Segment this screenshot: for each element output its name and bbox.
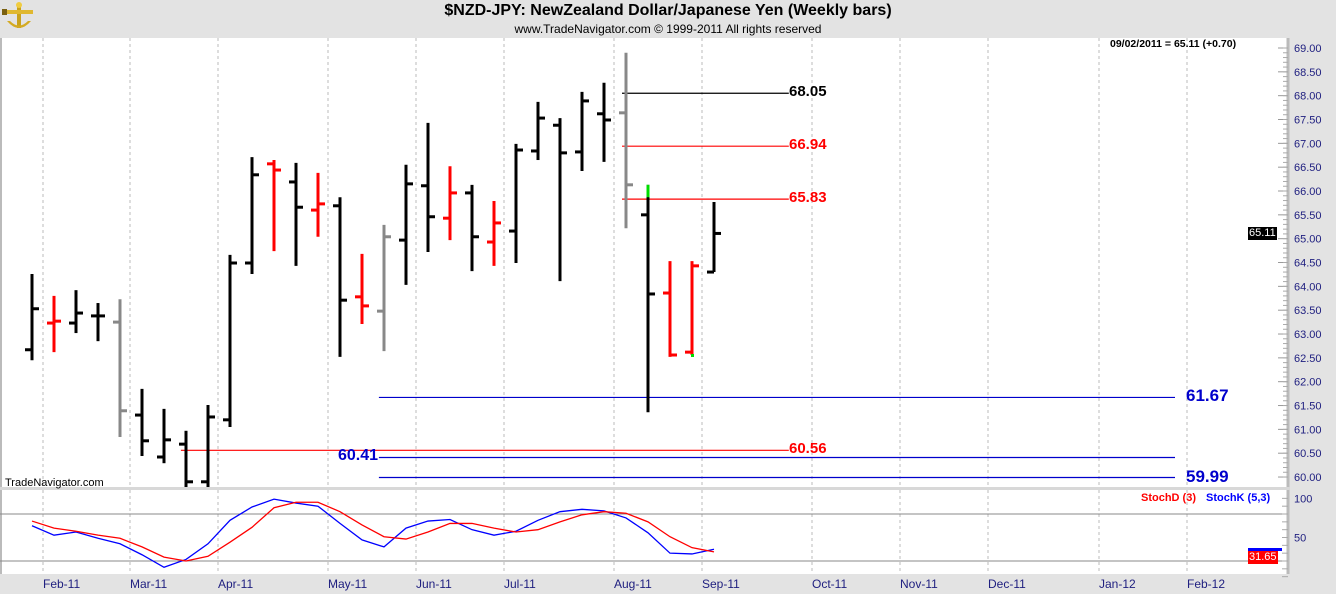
y-axis-label: 66.50 bbox=[1294, 162, 1322, 174]
y-axis-label: 64.50 bbox=[1294, 258, 1322, 270]
y-axis-label: 62.50 bbox=[1294, 353, 1322, 365]
chart-subtitle: www.TradeNavigator.com © 1999-2011 All r… bbox=[514, 22, 822, 36]
y-axis-label: 63.00 bbox=[1294, 329, 1322, 341]
x-axis-label-sep-11: Sep-11 bbox=[702, 577, 740, 591]
y-axis-label: 64.00 bbox=[1294, 281, 1322, 293]
x-axis-label-dec-11: Dec-11 bbox=[988, 577, 1026, 591]
y-axis-label: 60.50 bbox=[1294, 448, 1322, 460]
legend-stochk: StochK (5,3) bbox=[1206, 492, 1271, 504]
y-axis-label: 60.00 bbox=[1294, 472, 1322, 484]
y-axis-label: 65.00 bbox=[1294, 234, 1322, 246]
stoch-panel bbox=[0, 490, 1288, 574]
x-axis-label-jun-11: Jun-11 bbox=[416, 577, 452, 591]
x-axis-label-aug-11: Aug-11 bbox=[614, 577, 652, 591]
y-axis-label: 68.00 bbox=[1294, 91, 1322, 103]
level-label-68.05: 68.05 bbox=[789, 83, 827, 101]
brand-watermark: TradeNavigator.com bbox=[5, 477, 104, 489]
x-axis-label-jul-11: Jul-11 bbox=[504, 577, 536, 591]
level-label-60.56: 60.56 bbox=[789, 440, 827, 458]
x-axis-label-may-11: May-11 bbox=[328, 577, 367, 591]
last-price-badge: 65.11 bbox=[1248, 227, 1277, 240]
level-label-65.83: 65.83 bbox=[789, 189, 827, 207]
panel-separator bbox=[0, 487, 1290, 490]
left-border bbox=[0, 38, 2, 574]
level-label-66.94: 66.94 bbox=[789, 136, 827, 154]
legend-stochd: StochD (3) bbox=[1141, 492, 1196, 504]
x-axis-label-oct-11: Oct-11 bbox=[812, 577, 847, 591]
y-axis-label: 62.00 bbox=[1294, 377, 1322, 389]
y-axis-label: 63.50 bbox=[1294, 305, 1322, 317]
y-axis-label: 66.00 bbox=[1294, 186, 1322, 198]
date-price-readout: 09/02/2011 = 65.11 (+0.70) bbox=[1110, 38, 1237, 50]
y-axis-label: 61.50 bbox=[1294, 401, 1322, 413]
level-label-60.41: 60.41 bbox=[338, 447, 379, 465]
ohlc-bar-highlight bbox=[691, 353, 694, 357]
x-axis-label-mar-11: Mar-11 bbox=[130, 577, 167, 591]
trade-navigator-logo bbox=[2, 2, 33, 28]
x-axis-label-apr-11: Apr-11 bbox=[218, 577, 253, 591]
price-panel bbox=[0, 38, 1288, 487]
stoch-axis-label: 100 bbox=[1294, 493, 1312, 505]
y-axis-label: 65.50 bbox=[1294, 210, 1322, 222]
level-label-61.67: 61.67 bbox=[1186, 386, 1229, 406]
y-axis-label: 69.00 bbox=[1294, 43, 1322, 55]
chart-title: $NZD-JPY: NewZealand Dollar/Japanese Yen… bbox=[444, 2, 892, 19]
stoch-axis-label: 50 bbox=[1294, 533, 1306, 545]
stochk-badge-marker bbox=[1248, 548, 1282, 551]
y-axis-label: 68.50 bbox=[1294, 67, 1322, 79]
level-label-59.99: 59.99 bbox=[1186, 466, 1229, 486]
x-axis-label-feb-11: Feb-11 bbox=[43, 577, 80, 591]
x-axis-label-feb-12: Feb-12 bbox=[1187, 577, 1225, 591]
stoch-line-d bbox=[31, 501, 715, 562]
y-axis-label: 67.00 bbox=[1294, 138, 1322, 150]
y-axis-label: 67.50 bbox=[1294, 115, 1322, 127]
x-axis-label-nov-11: Nov-11 bbox=[900, 577, 938, 591]
stoch-line-k bbox=[31, 498, 715, 568]
y-axis-label: 61.00 bbox=[1294, 424, 1322, 436]
stoch-value-badge: 31.65 bbox=[1248, 551, 1278, 564]
x-axis-label-jan-12: Jan-12 bbox=[1099, 577, 1136, 591]
